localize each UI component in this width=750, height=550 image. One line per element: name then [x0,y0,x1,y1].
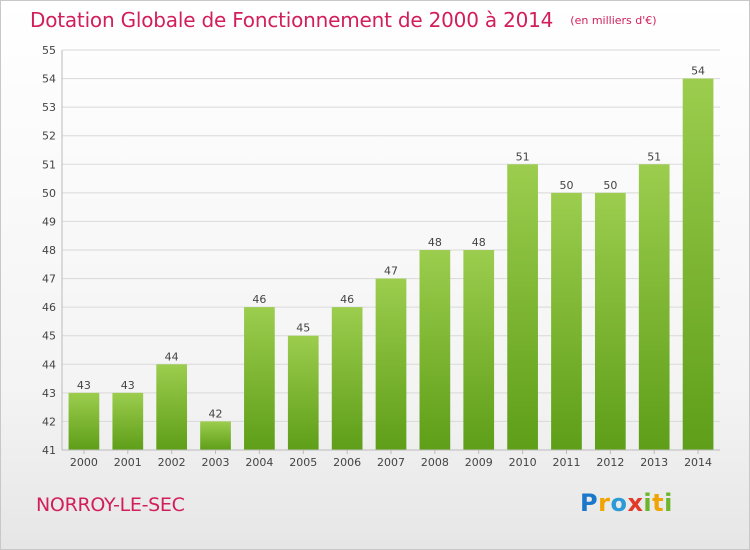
x-tick-label-2013: 2013 [640,456,668,469]
y-tick-label: 41 [42,444,56,457]
value-label-2003: 42 [209,407,223,420]
bar-2014[interactable] [682,78,714,451]
commune-name: NORROY-LE-SEC [36,494,185,516]
value-label-2011: 50 [559,179,573,192]
y-tick-label: 44 [42,358,56,371]
x-axis: 2000 2001 2002 2003 2004 2005 2006 2007 2008 2009… [62,449,720,469]
x-tick-label-2012: 2012 [596,456,624,469]
x-tick-label-2009: 2009 [465,456,493,469]
x-tick-label-2008: 2008 [421,456,449,469]
y-tick-label: 50 [42,187,56,200]
y-tick-label: 47 [42,273,56,286]
x-tick-label-2001: 2001 [114,456,142,469]
y-tick-label: 54 [42,73,56,86]
bar-2013[interactable] [638,164,670,451]
value-label-2006: 46 [340,293,354,306]
x-tick-label-2011: 2011 [552,456,580,469]
value-label-2000: 43 [77,379,91,392]
value-label-2004: 46 [252,293,266,306]
bar-2001[interactable] [112,392,144,450]
x-tick-label-2007: 2007 [377,456,405,469]
bar-2000[interactable] [68,392,100,450]
y-tick-label: 42 [42,415,56,428]
y-tick-label: 55 [42,44,56,57]
value-label-2014: 54 [691,65,705,78]
chart-title: Dotation Globale de Fonctionnement de 20… [30,8,554,32]
value-label-2001: 43 [121,379,135,392]
bar-2005[interactable] [287,335,319,450]
x-tick-label-2002: 2002 [158,456,186,469]
value-label-2013: 51 [647,150,661,163]
x-tick-label-2010: 2010 [509,456,537,469]
proxiti-logo[interactable]: Proxiti [580,489,673,517]
bar-2009[interactable] [463,250,495,450]
y-tick-label: 51 [42,158,56,171]
value-label-2002: 44 [165,350,179,363]
bar-2002[interactable] [156,364,188,450]
y-tick-label: 46 [42,301,56,314]
x-tick-label-2003: 2003 [202,456,230,469]
x-tick-label-2005: 2005 [289,456,317,469]
bar-2003[interactable] [200,421,231,450]
value-label-2010: 51 [516,150,530,163]
bar-2007[interactable] [375,278,407,450]
x-tick-label-2006: 2006 [333,456,361,469]
bar-2004[interactable] [244,307,275,450]
y-tick-label: 48 [42,244,56,257]
value-label-2007: 47 [384,265,398,278]
chart-header: Dotation Globale de Fonctionnement de 20… [30,8,657,32]
chart-subtitle: (en milliers d'€) [570,14,657,27]
value-label-2005: 45 [296,322,310,335]
y-tick-label: 53 [42,101,56,114]
bar-2012[interactable] [594,192,626,450]
bar-2010[interactable] [507,164,538,451]
bar-2008[interactable] [419,250,451,450]
value-label-2009: 48 [472,236,486,249]
y-tick-label: 49 [42,215,56,228]
y-tick-label: 43 [42,387,56,400]
y-tick-label: 45 [42,330,56,343]
bar-2011[interactable] [551,192,582,450]
x-tick-label-2004: 2004 [245,456,273,469]
y-axis: 41 42 43 44 45 46 47 48 49 50 51 52 53 54 55 [42,44,63,457]
y-tick-label: 52 [42,130,56,143]
value-label-2012: 50 [603,179,617,192]
value-label-2008: 48 [428,236,442,249]
bar-2006[interactable] [331,307,363,450]
x-tick-label-2014: 2014 [684,456,712,469]
bars [68,78,714,451]
value-labels: 43 43 44 42 46 45 46 47 48 48 51 50 50 51 54 [77,65,705,421]
x-tick-label-2000: 2000 [70,456,98,469]
